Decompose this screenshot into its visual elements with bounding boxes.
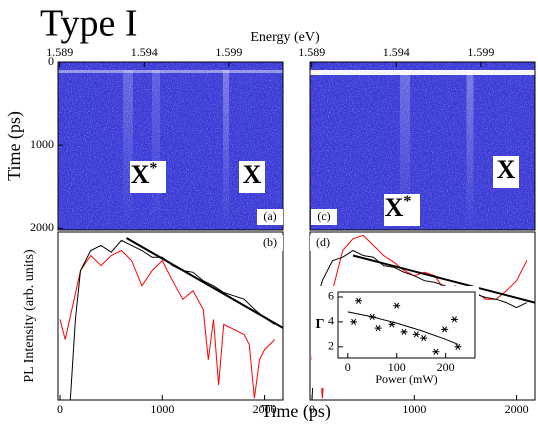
- annotation: X*: [385, 193, 412, 222]
- x-tick-label: 1000: [402, 402, 426, 416]
- panel-label: (a): [263, 209, 276, 223]
- asterisk-point: [393, 302, 401, 309]
- asterisk-point: [412, 331, 420, 338]
- x-tick-label: 2000: [253, 402, 277, 416]
- asterisk-point: [450, 316, 458, 323]
- laser-line: [58, 70, 283, 73]
- x-tick-label: 1.589: [46, 45, 73, 59]
- time-axis-label: Time (ps): [261, 401, 331, 422]
- intensity-axis-label: PL Intensity (arb. units): [22, 249, 37, 383]
- panel-frame: [57, 61, 284, 231]
- annotation-sup: *: [149, 160, 157, 177]
- annotation: X*: [131, 160, 158, 189]
- x-tick-label: 100: [388, 360, 406, 374]
- emission-streak: [152, 70, 160, 230]
- emission-streak: [400, 70, 410, 230]
- panel-label: (b): [263, 235, 277, 249]
- x-axis-label: Power (mW): [375, 372, 437, 386]
- data-line: [352, 254, 535, 304]
- annotation-text: X: [497, 155, 516, 184]
- label-box: [257, 235, 283, 251]
- image-noise: [310, 62, 535, 230]
- data-line: [347, 311, 459, 345]
- x-tick-label: 0: [57, 402, 63, 416]
- annotation-text: X: [243, 160, 262, 189]
- panel-frame: [57, 231, 284, 401]
- panel-label: (d): [316, 235, 330, 249]
- asterisk-point: [355, 297, 363, 304]
- annotation-box: [130, 161, 166, 193]
- label-box: [311, 209, 337, 225]
- annotation-box: [384, 194, 420, 226]
- y-axis-label: Γ: [316, 317, 325, 332]
- laser-line: [310, 70, 535, 75]
- figure-title: Type I: [40, 3, 138, 45]
- asterisk-point: [350, 318, 358, 325]
- panel-frame: [309, 61, 536, 231]
- asterisk-point: [420, 334, 428, 342]
- annotation-sup: *: [403, 193, 411, 210]
- x-tick-label: 1.599: [467, 45, 494, 59]
- x-tick-label: 200: [437, 360, 455, 374]
- asterisk-point: [441, 326, 449, 333]
- annotation-text: X: [131, 160, 150, 189]
- data-line: [311, 249, 528, 400]
- data-line: [126, 237, 283, 329]
- panel-frame: [309, 231, 536, 401]
- annotation: X: [497, 155, 516, 184]
- x-tick-label: 0: [345, 360, 351, 374]
- annotation: X: [243, 160, 262, 189]
- y-tick-label: 0: [48, 54, 54, 68]
- asterisk-point: [374, 325, 382, 332]
- emission-streak: [466, 70, 474, 230]
- time-axis-label: Time (ps): [4, 111, 25, 181]
- y-tick-label: 1000: [30, 137, 54, 151]
- emission-streak: [223, 70, 229, 230]
- asterisk-point: [432, 348, 440, 355]
- panel-frame: [337, 291, 476, 359]
- x-tick-label: 1000: [150, 402, 174, 416]
- data-line: [59, 249, 276, 399]
- panel-label: (c): [317, 209, 330, 223]
- annotation-text: X: [385, 193, 404, 222]
- annotation-box: [239, 161, 265, 193]
- x-tick-label: 1.599: [215, 45, 242, 59]
- y-tick-label: 2: [328, 339, 334, 353]
- asterisk-point: [454, 343, 462, 350]
- inset-background: [312, 286, 479, 388]
- label-box: [257, 209, 283, 225]
- y-tick-label: 2000: [30, 220, 54, 234]
- x-tick-label: 0: [309, 402, 315, 416]
- image-noise: [58, 62, 283, 230]
- x-tick-label: 1.589: [298, 45, 325, 59]
- label-box: [310, 235, 336, 251]
- emission-streak: [123, 70, 133, 230]
- energy-axis-label: Energy (eV): [250, 30, 320, 45]
- asterisk-point: [400, 328, 408, 335]
- x-tick-label: 1.594: [131, 45, 158, 59]
- y-tick-label: 4: [328, 314, 334, 328]
- x-tick-label: 1.594: [383, 45, 410, 59]
- annotation-box: [493, 156, 519, 188]
- x-tick-label: 2000: [505, 402, 529, 416]
- y-tick-label: 6: [328, 289, 334, 303]
